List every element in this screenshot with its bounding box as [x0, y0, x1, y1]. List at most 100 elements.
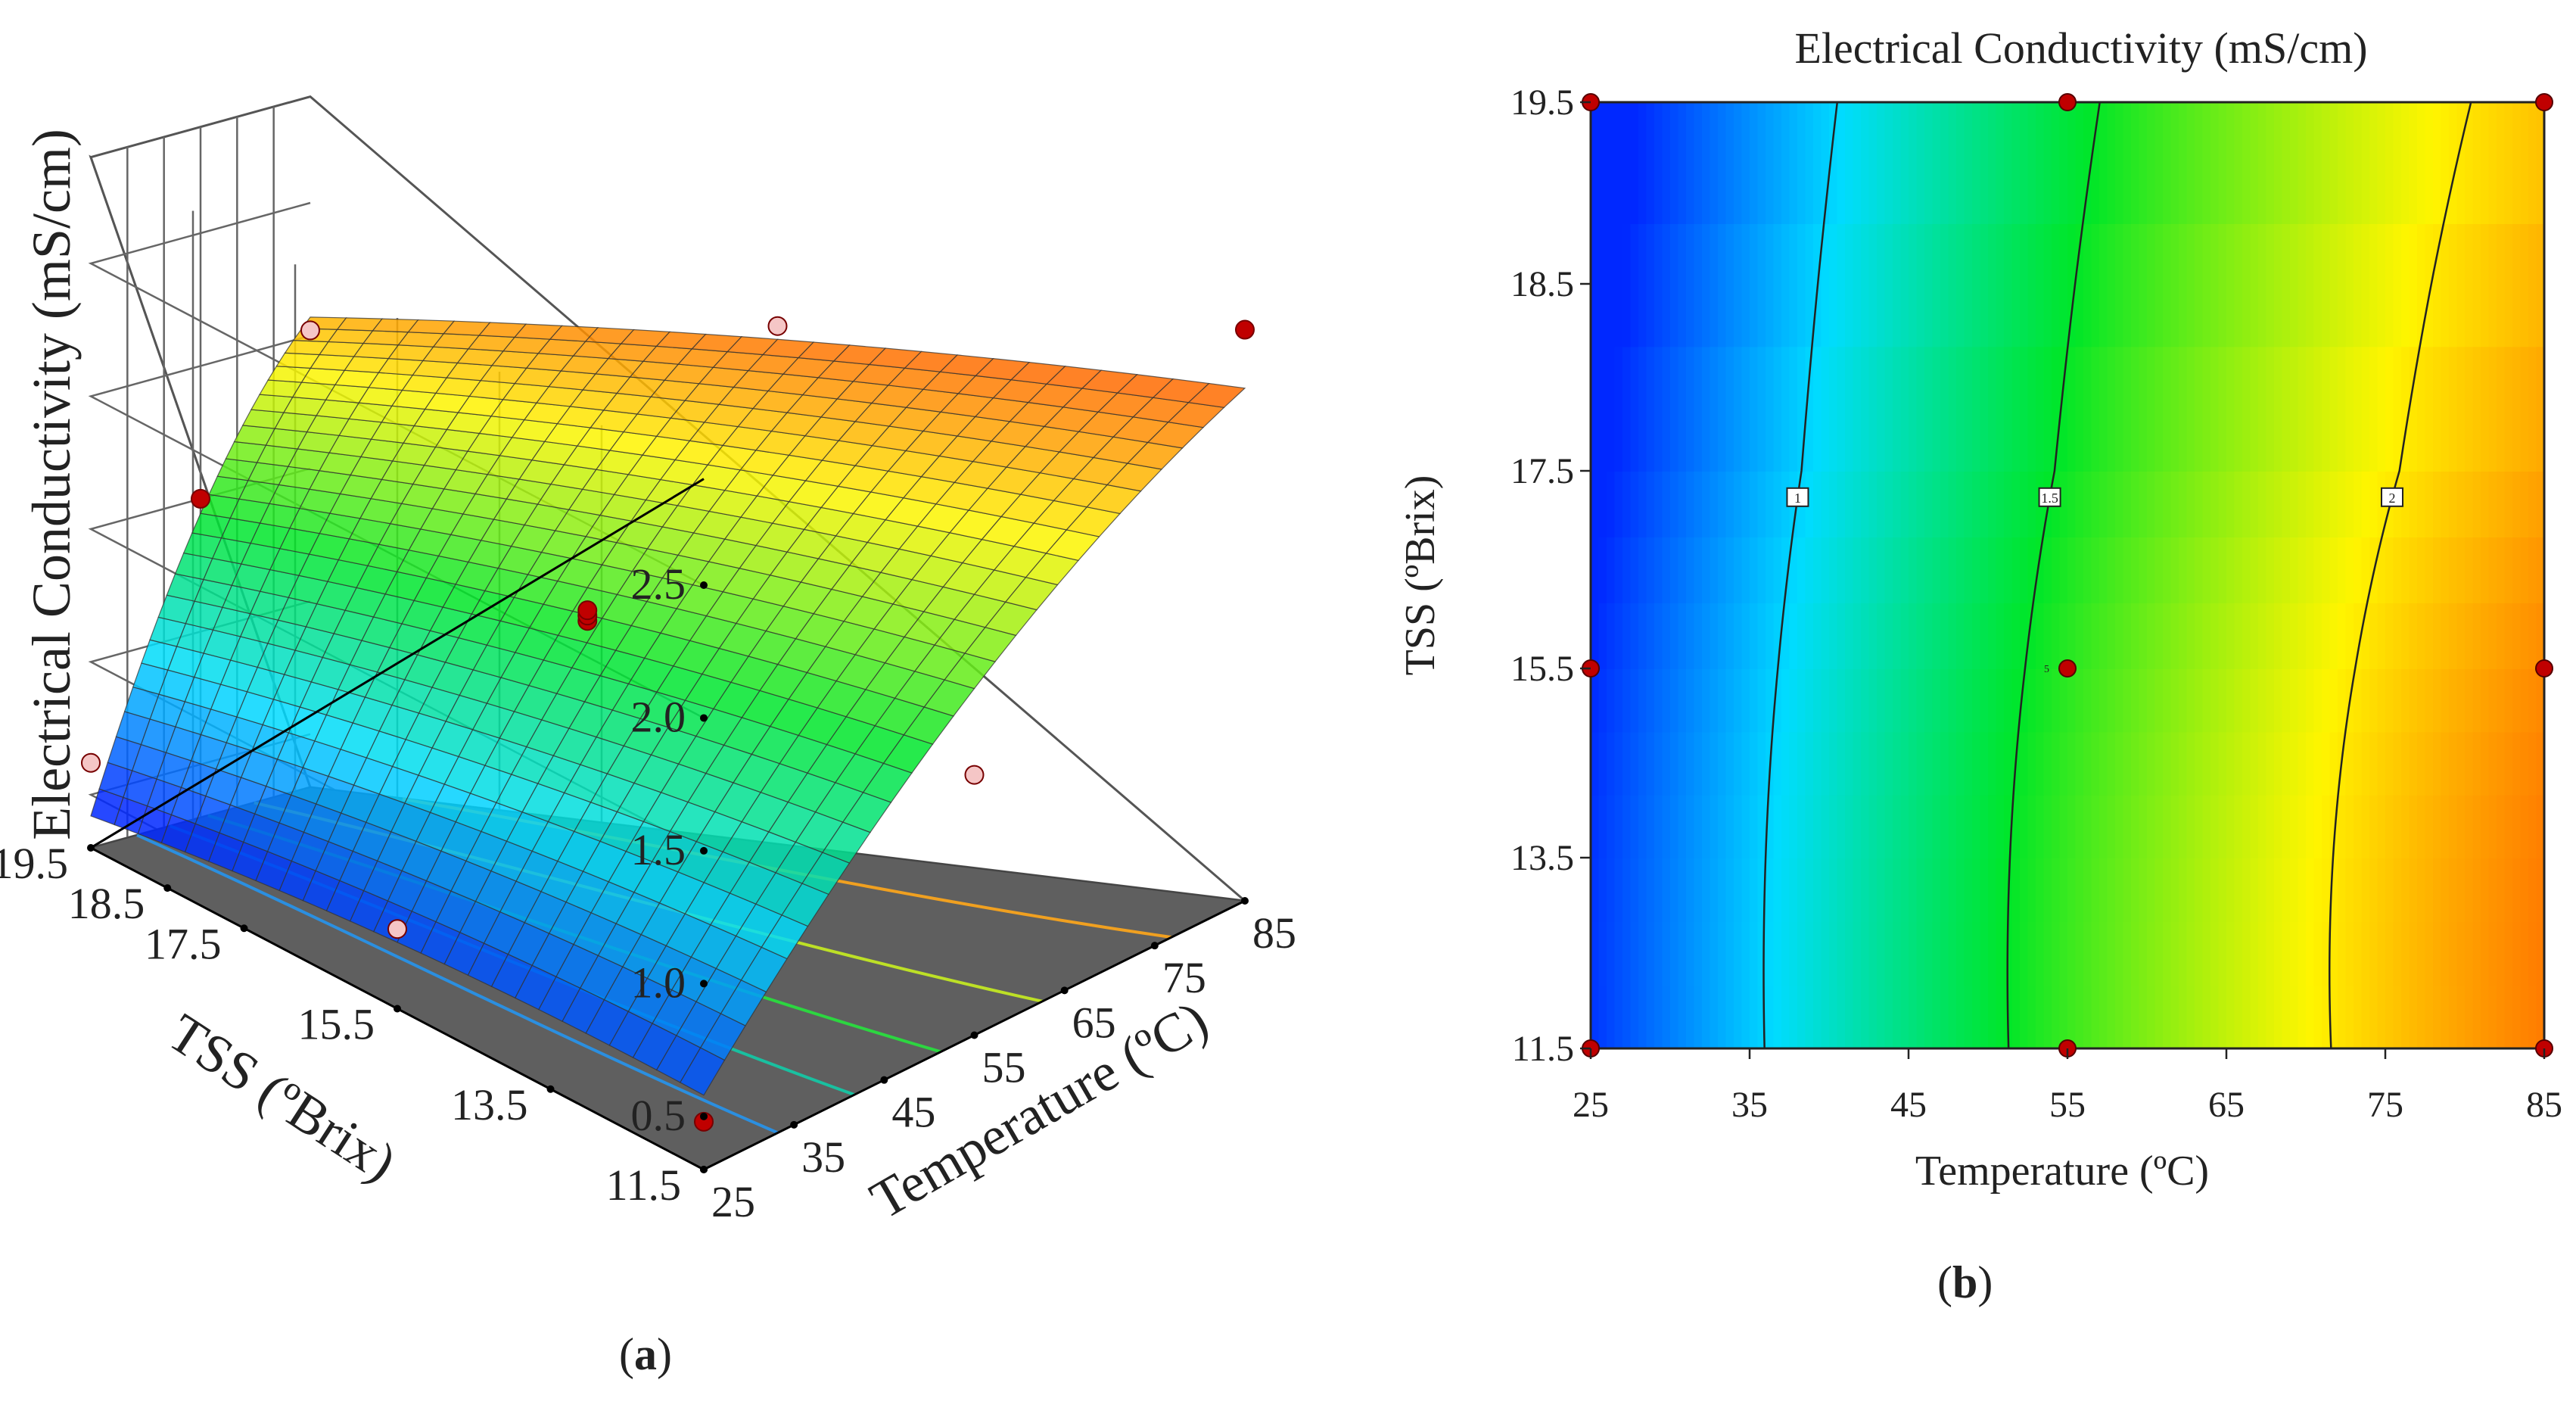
contour-cell — [1750, 102, 1759, 224]
contour-cell — [1884, 985, 1893, 1049]
contour-cell — [2266, 794, 2275, 858]
contour-cell — [1630, 223, 1639, 347]
contour-cell — [2083, 102, 2092, 224]
contour-cell — [1694, 731, 1703, 796]
z-axis-label: Electrical Conductivity (mS/cm) — [21, 129, 82, 840]
contour-cell — [2186, 223, 2195, 347]
contour-cell — [1654, 731, 1663, 796]
contour-cell — [2154, 471, 2164, 537]
contour-cell — [1766, 537, 1775, 603]
contour-cell — [2052, 223, 2061, 347]
contour-level-label: 1 — [1794, 491, 1801, 506]
contour-cell — [1757, 794, 1766, 858]
contour-cell — [2202, 921, 2211, 986]
contour-cell — [1646, 731, 1655, 796]
contour-cell — [1893, 346, 1902, 472]
contour-cell — [1670, 346, 1679, 472]
contour-cell — [2099, 223, 2108, 347]
contour-cell — [1614, 603, 1623, 669]
contour-cell — [1614, 794, 1623, 858]
contour-cell — [2354, 537, 2363, 603]
contour-cell — [1813, 102, 1822, 224]
contour-cell — [1829, 471, 1838, 537]
contour-cell — [1734, 794, 1743, 858]
contour-cell — [2449, 346, 2458, 472]
contour-cell — [2361, 794, 2370, 858]
contour-cell — [1622, 346, 1632, 472]
contour-cell — [2393, 668, 2402, 733]
contour-cell — [1757, 471, 1766, 537]
contour-cell — [2258, 668, 2267, 733]
contour-cell — [2115, 471, 2124, 537]
contour-cell — [1591, 668, 1600, 733]
contour-cell — [2242, 794, 2251, 858]
contour-cell — [1797, 537, 1806, 603]
contour-cell — [2512, 537, 2522, 603]
contour-cell — [1829, 603, 1838, 669]
contour-cell — [2274, 794, 2283, 858]
contour-cell — [1972, 537, 1981, 603]
contour-cell — [1718, 346, 1727, 472]
contour-cell — [2170, 985, 2179, 1049]
contour-cell — [1607, 731, 1616, 796]
contour-cell — [1622, 858, 1632, 922]
contour-cell — [2027, 102, 2036, 224]
contour-cell — [2107, 471, 2116, 537]
contour-cell — [2329, 471, 2338, 537]
contour-cell — [2274, 346, 2283, 472]
contour-cell — [2441, 921, 2450, 986]
contour-cell — [2274, 471, 2283, 537]
contour-cell — [2338, 102, 2347, 224]
contour-cell — [2107, 794, 2116, 858]
contour-cell — [1662, 471, 1671, 537]
contour-cell — [1757, 603, 1766, 669]
contour-cell — [2322, 985, 2331, 1049]
contour-cell — [2020, 921, 2029, 986]
contour-cell — [1773, 346, 1782, 472]
contour-cell — [2123, 668, 2132, 733]
contour-cell — [2099, 102, 2108, 224]
contour-cell — [1956, 985, 1965, 1049]
contour-cell — [1630, 668, 1639, 733]
contour-cell — [1591, 731, 1600, 796]
contour-cell — [2011, 346, 2021, 472]
contour-cell — [2417, 471, 2426, 537]
contour-cell — [2497, 921, 2506, 986]
contour-cell — [1829, 985, 1838, 1049]
contour-cell — [2520, 537, 2529, 603]
contour-cell — [2234, 794, 2243, 858]
contour-cell — [1813, 668, 1822, 733]
contour-cell — [2313, 603, 2322, 669]
contour-cell — [2115, 985, 2124, 1049]
contour-cell — [2433, 985, 2442, 1049]
contour-cell — [1741, 102, 1750, 224]
contour-cell — [2202, 985, 2211, 1049]
contour-cell — [1781, 921, 1790, 986]
contour-cell — [1678, 603, 1687, 669]
contour-cell — [1750, 858, 1759, 922]
contour-cell — [2488, 346, 2497, 472]
contour-cell — [2456, 921, 2466, 986]
contour-cell — [1773, 471, 1782, 537]
contour-cell — [2385, 537, 2394, 603]
contour-cell — [2067, 471, 2077, 537]
contour-cell — [2027, 731, 2036, 796]
contour-cell — [1638, 668, 1647, 733]
contour-cell — [2290, 794, 2299, 858]
contour-cell — [2020, 471, 2029, 537]
contour-cell — [1638, 921, 1647, 986]
contour-cell — [2354, 603, 2363, 669]
contour-cell — [2179, 668, 2188, 733]
contour-cell — [1924, 537, 1934, 603]
contour-cell — [1868, 985, 1878, 1049]
contour-cell — [2290, 921, 2299, 986]
contour-cell — [2441, 731, 2450, 796]
contour-cell — [1813, 346, 1822, 472]
contour-cell — [2226, 921, 2235, 986]
contour-cell — [1821, 731, 1830, 796]
contour-cell — [2298, 223, 2307, 347]
contour-cell — [2488, 537, 2497, 603]
contour-cell — [1916, 794, 1925, 858]
contour-cell — [1861, 668, 1870, 733]
contour-cell — [1940, 731, 1949, 796]
